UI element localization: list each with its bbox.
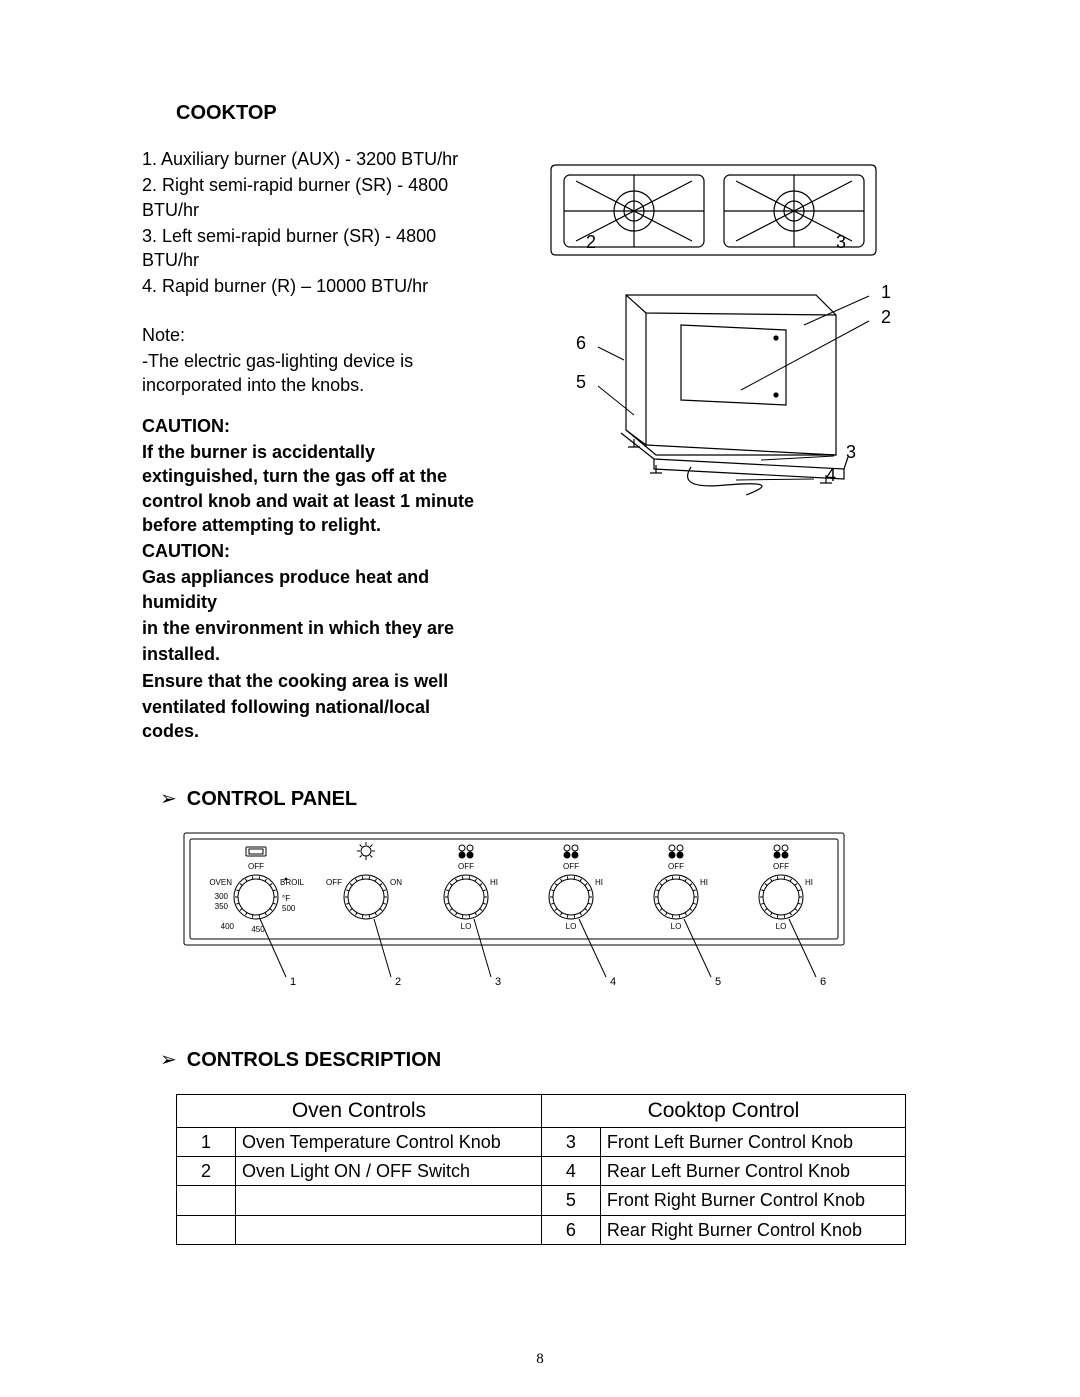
section-cooktop-title: COOKTOP — [176, 100, 950, 127]
burner-list: 1. Auxiliary burner (AUX) - 3200 BTU/hr … — [142, 147, 482, 299]
oven-controls-header: Oven Controls — [177, 1094, 542, 1127]
burner-item: 3. Left semi-rapid burner (SR) - 4800 BT… — [142, 224, 482, 273]
caution-line: in the environment in which they are — [142, 616, 482, 640]
caution-line: installed. — [142, 642, 482, 666]
note-label: Note: — [142, 323, 482, 347]
svg-text:OFF: OFF — [326, 878, 342, 887]
svg-text:OFF: OFF — [563, 862, 579, 871]
table-row: 5 Front Right Burner Control Knob — [177, 1186, 906, 1215]
svg-text:OFF: OFF — [668, 862, 684, 871]
page-number: 8 — [0, 1349, 1080, 1369]
note-block: Note: -The electric gas-lighting device … — [142, 323, 482, 398]
section-controls-desc-title: CONTROLS DESCRIPTION — [160, 1047, 950, 1074]
cell-text: Oven Temperature Control Knob — [236, 1127, 542, 1156]
svg-text:OFF: OFF — [773, 862, 789, 871]
cell-text: Rear Right Burner Control Knob — [600, 1215, 905, 1244]
svg-text:°F: °F — [282, 894, 290, 903]
svg-text:6: 6 — [820, 976, 826, 988]
cell-num — [177, 1215, 236, 1244]
cell-text: Front Left Burner Control Knob — [600, 1127, 905, 1156]
svg-text:OFF: OFF — [248, 862, 264, 871]
caution-line: Ensure that the cooking area is well — [142, 669, 482, 693]
svg-text:OVEN: OVEN — [209, 878, 232, 887]
cell-num: 1 — [177, 1127, 236, 1156]
svg-text:3: 3 — [846, 442, 856, 462]
svg-text:3: 3 — [495, 976, 501, 988]
table-row: 1 Oven Temperature Control Knob 3 Front … — [177, 1127, 906, 1156]
svg-text:LO: LO — [461, 922, 472, 931]
cell-text: Oven Light ON / OFF Switch — [236, 1157, 542, 1186]
svg-text:HI: HI — [700, 878, 708, 887]
manual-page: COOKTOP 1. Auxiliary burner (AUX) - 3200… — [0, 0, 1080, 1397]
caution-line: ventilated following national/local code… — [142, 695, 482, 744]
burner-item: 4. Rapid burner (R) – 10000 BTU/hr — [142, 274, 482, 298]
note-text: -The electric gas-lighting device is inc… — [142, 349, 482, 398]
table-header-row: Oven Controls Cooktop Control — [177, 1094, 906, 1127]
cell-num: 6 — [541, 1215, 600, 1244]
svg-text:OFF: OFF — [458, 862, 474, 871]
cooktop-text-col: 1. Auxiliary burner (AUX) - 3200 BTU/hr … — [142, 145, 482, 746]
svg-text:4: 4 — [610, 976, 616, 988]
cell-num — [177, 1186, 236, 1215]
caution-label: CAUTION: — [142, 539, 482, 563]
caution-text: If the burner is accidentally extinguish… — [142, 440, 482, 537]
svg-text:HI: HI — [805, 878, 813, 887]
controls-table: Oven Controls Cooktop Control 1 Oven Tem… — [176, 1094, 906, 1246]
svg-text:5: 5 — [715, 976, 721, 988]
svg-text:LO: LO — [776, 922, 787, 931]
svg-text:LO: LO — [566, 922, 577, 931]
cell-num: 4 — [541, 1157, 600, 1186]
svg-text:350: 350 — [215, 902, 229, 911]
section-control-panel-title: CONTROL PANEL — [160, 786, 950, 813]
svg-text:4: 4 — [826, 465, 836, 485]
svg-text:300: 300 — [215, 892, 229, 901]
caution-label: CAUTION: — [142, 414, 482, 438]
svg-text:1: 1 — [881, 282, 891, 302]
cell-text — [236, 1215, 542, 1244]
svg-text:HI: HI — [490, 878, 498, 887]
control-panel-diagram: OFFOVENBROIL300350400450500°F1OFFON2OFFH… — [176, 827, 856, 1007]
svg-text:3: 3 — [836, 232, 846, 252]
svg-text:2: 2 — [586, 232, 596, 252]
svg-text:2: 2 — [395, 976, 401, 988]
svg-text:2: 2 — [881, 307, 891, 327]
cell-text — [236, 1186, 542, 1215]
burner-item: 1. Auxiliary burner (AUX) - 3200 BTU/hr — [142, 147, 482, 171]
table-row: 2 Oven Light ON / OFF Switch 4 Rear Left… — [177, 1157, 906, 1186]
cooktop-row: 1. Auxiliary burner (AUX) - 3200 BTU/hr … — [142, 145, 950, 746]
svg-text:ON: ON — [390, 878, 402, 887]
cooktop-control-header: Cooktop Control — [541, 1094, 905, 1127]
svg-text:400: 400 — [221, 922, 235, 931]
appliance-diagram: 23126534 — [502, 145, 950, 505]
cell-num: 5 — [541, 1186, 600, 1215]
table-row: 6 Rear Right Burner Control Knob — [177, 1215, 906, 1244]
svg-text:LO: LO — [671, 922, 682, 931]
cell-num: 3 — [541, 1127, 600, 1156]
caution-line: Gas appliances produce heat and humidity — [142, 565, 482, 614]
svg-text:BROIL: BROIL — [280, 878, 305, 887]
cell-num: 2 — [177, 1157, 236, 1186]
svg-text:6: 6 — [576, 333, 586, 353]
svg-text:HI: HI — [595, 878, 603, 887]
burner-item: 2. Right semi-rapid burner (SR) - 4800 B… — [142, 173, 482, 222]
cell-text: Front Right Burner Control Knob — [600, 1186, 905, 1215]
svg-text:500: 500 — [282, 904, 296, 913]
svg-text:5: 5 — [576, 372, 586, 392]
cell-text: Rear Left Burner Control Knob — [600, 1157, 905, 1186]
svg-text:1: 1 — [290, 976, 296, 988]
